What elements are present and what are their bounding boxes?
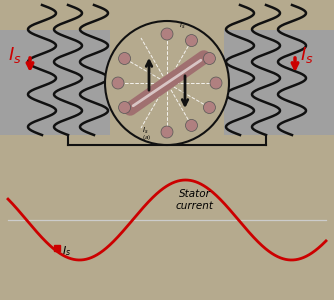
- Circle shape: [105, 21, 229, 145]
- Circle shape: [203, 52, 215, 64]
- Circle shape: [185, 119, 197, 131]
- Bar: [0, 30, 110, 135]
- Text: Stator
current: Stator current: [176, 189, 214, 211]
- Text: $I_s$: $I_s$: [62, 244, 71, 258]
- Circle shape: [210, 77, 222, 89]
- Circle shape: [185, 34, 197, 46]
- Circle shape: [119, 101, 131, 113]
- Text: $(a)$: $(a)$: [142, 133, 151, 142]
- Circle shape: [119, 52, 131, 64]
- Circle shape: [112, 77, 124, 89]
- Circle shape: [203, 101, 215, 113]
- Text: $I_s$: $I_s$: [300, 45, 314, 65]
- Text: $I_s$: $I_s$: [142, 126, 149, 136]
- Bar: [224, 30, 334, 135]
- Text: $I_s$: $I_s$: [179, 21, 185, 31]
- Text: $I_s$: $I_s$: [8, 45, 22, 65]
- Circle shape: [161, 28, 173, 40]
- Circle shape: [161, 126, 173, 138]
